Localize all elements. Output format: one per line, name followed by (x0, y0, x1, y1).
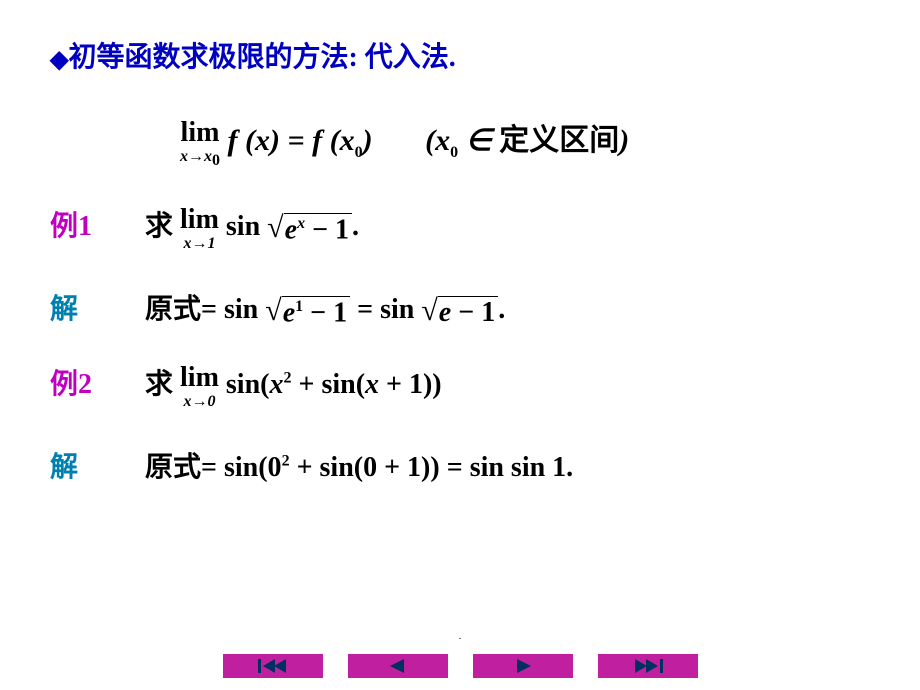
nav-next-button[interactable] (473, 654, 573, 678)
solution-2-math: 原式= sin(02 + sin(0 + 1)) = sin sin 1. (145, 445, 573, 485)
example-2-math: 求 lim x→0 sin(x2 + sin(x + 1)) (145, 362, 442, 410)
sqrt-icon: √ e − 1 (421, 296, 498, 327)
main-formula: lim x→x0 f (x) = f (x0) (x0 ∈ 定义区间) (180, 115, 870, 169)
page-dot: . (459, 631, 462, 642)
solution-2-label: 解 (50, 445, 145, 485)
solution-2: 解 原式= sin(02 + sin(0 + 1)) = sin sin 1. (50, 445, 870, 485)
sqrt-icon: √ ex − 1 (267, 213, 352, 244)
fx: f (x) (228, 124, 280, 157)
nav-prev-button[interactable] (348, 654, 448, 678)
limit-block: lim x→x0 (180, 117, 220, 169)
lim-text: lim (181, 117, 220, 148)
solution-1: 解 原式= sin √ e1 − 1 = sin √ e − 1 . (50, 287, 870, 327)
nav-first-button[interactable] (223, 654, 323, 678)
example-2: 例2 求 lim x→0 sin(x2 + sin(x + 1)) (50, 362, 870, 410)
diamond-icon: ◆ (50, 47, 68, 73)
slide: ◆初等函数求极限的方法: 代入法. lim x→x0 f (x) = f (x0… (0, 0, 920, 690)
nav-last-icon (633, 659, 663, 673)
example-1: 例1 求 lim x→1 sin √ ex − 1 . (50, 204, 870, 252)
limit-block: lim x→1 (180, 206, 219, 252)
nav-bar (0, 654, 920, 678)
solution-1-math: 原式= sin √ e1 − 1 = sin √ e − 1 . (145, 287, 505, 327)
slide-heading: ◆初等函数求极限的方法: 代入法. (50, 35, 870, 75)
nav-first-icon (258, 659, 288, 673)
limit-block: lim x→0 (180, 364, 219, 410)
nav-next-icon (513, 659, 533, 673)
example-2-label: 例2 (50, 362, 145, 402)
sqrt-icon: √ e1 − 1 (265, 296, 350, 327)
lim-sub: x→x0 (180, 149, 220, 169)
heading-text: 初等函数求极限的方法: 代入法. (68, 42, 455, 73)
nav-last-button[interactable] (598, 654, 698, 678)
example-1-math: 求 lim x→1 sin √ ex − 1 . (145, 204, 359, 252)
solution-1-label: 解 (50, 287, 145, 327)
example-1-label: 例1 (50, 204, 145, 244)
nav-prev-icon (388, 659, 408, 673)
